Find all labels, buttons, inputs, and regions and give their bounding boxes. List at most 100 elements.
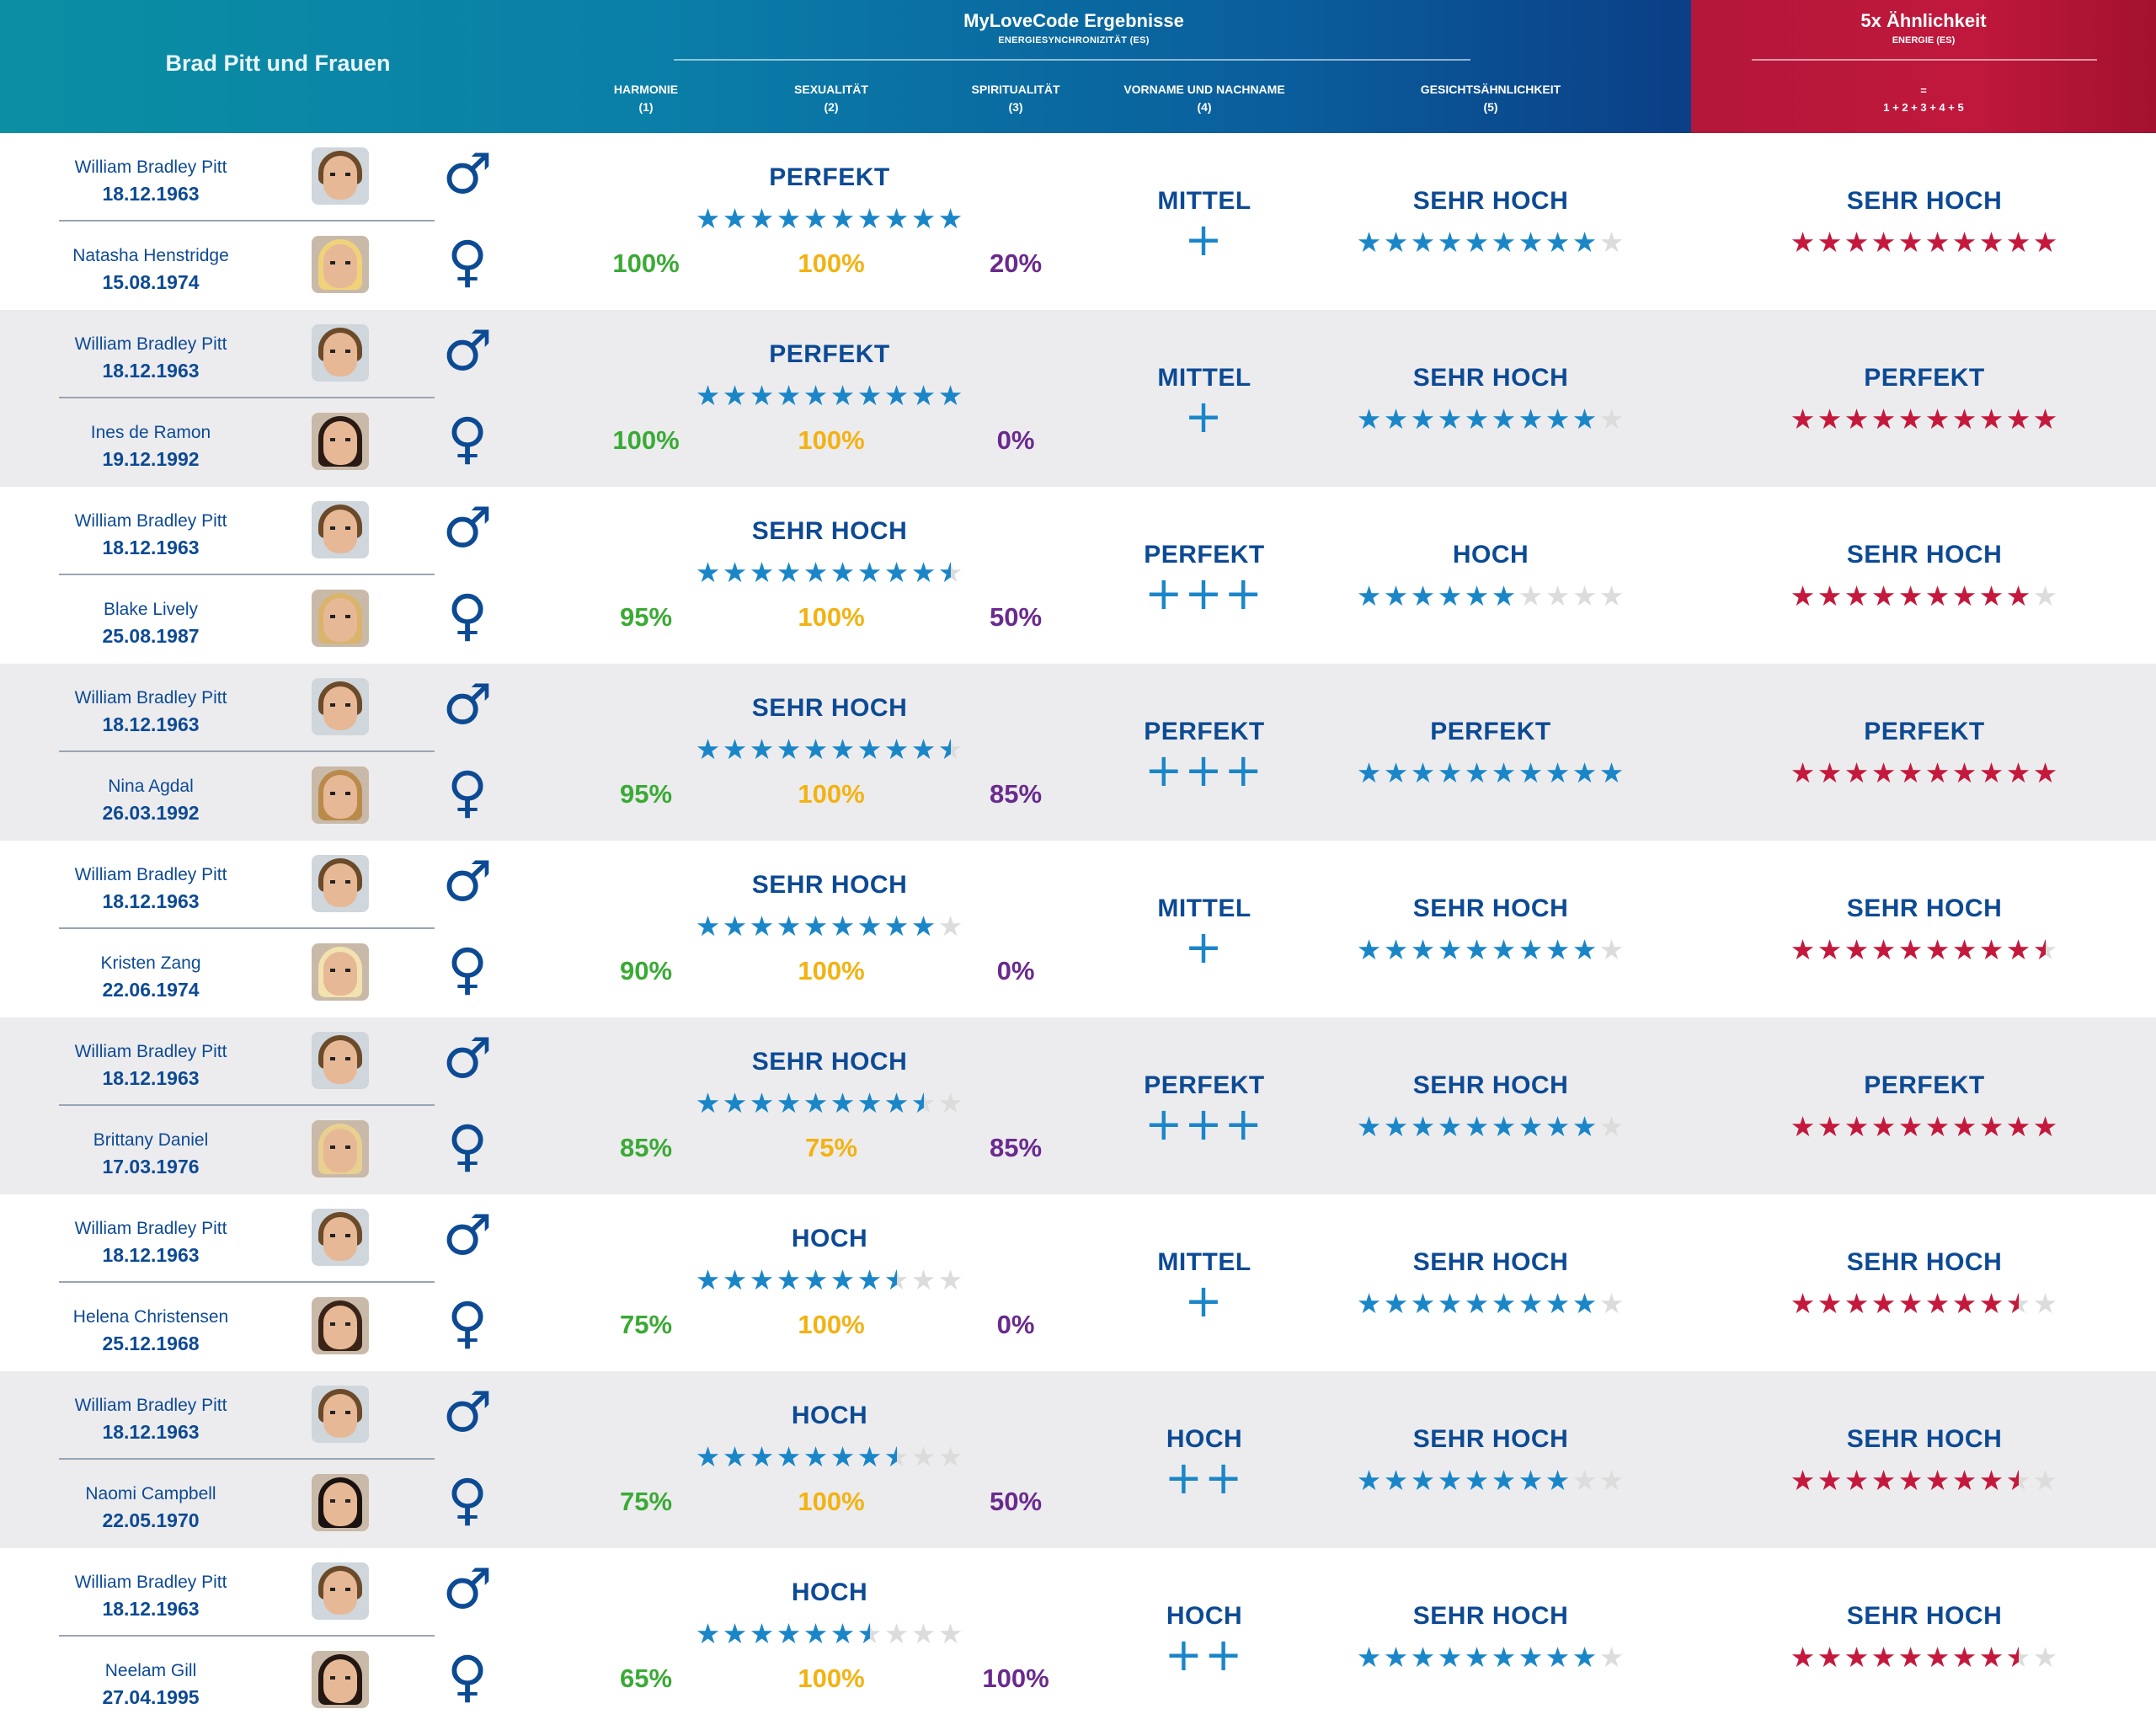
star-icon: ★ [1598, 1110, 1625, 1143]
star-icon: ★ [1545, 226, 1572, 259]
pair-divider [59, 1458, 435, 1460]
es-rating-stars: ★★★★★★★★★★ [691, 1440, 969, 1474]
star-icon: ★ [1464, 1110, 1491, 1143]
woman-info: Naomi Campbell 22.05.1970 [25, 1482, 276, 1534]
star-icon: ★ [1437, 1110, 1464, 1143]
star-icon: ★ [803, 379, 830, 412]
star-icon: ★ [910, 379, 937, 412]
star-icon: ★ [1572, 403, 1598, 435]
star-icon: ★ [695, 733, 722, 766]
name-rating-plus: ++ [1164, 1628, 1245, 1681]
star-icon: ★ [830, 1617, 857, 1650]
star-icon: ★ [1598, 1287, 1625, 1320]
pair-divider [59, 1104, 435, 1106]
star-icon: ★ [1518, 933, 1545, 966]
star-icon: ★ [1978, 933, 2005, 966]
star-icon: ★ [1598, 226, 1625, 259]
star-icon: ★ [937, 1263, 964, 1296]
total-rating-label: SEHR HOCH [1846, 1248, 2003, 1276]
star-icon: ★ [1598, 1464, 1625, 1497]
star-icon: ★ [1518, 1110, 1545, 1143]
star-icon: ★ [857, 1440, 883, 1473]
star-icon: ★ [1356, 579, 1383, 612]
man-name: William Bradley Pitt [74, 1573, 227, 1592]
star-icon: ★ [1844, 1464, 1870, 1497]
star-icon: ★ [776, 910, 803, 943]
star-icon: ★ [1844, 226, 1870, 259]
woman-birthdate: 15.08.1974 [102, 271, 200, 293]
star-icon: ★ [1817, 1287, 1844, 1320]
pair-divider [59, 927, 435, 929]
total-rating-label: SEHR HOCH [1846, 1425, 2003, 1453]
star-icon: ★ [1410, 1464, 1437, 1497]
female-symbol-icon: ♀ [446, 760, 488, 825]
female-symbol-icon: ♀ [446, 229, 488, 294]
name-rating-plus: ++ [1164, 1451, 1245, 1504]
star-icon: ★ [1897, 1287, 1924, 1320]
star-icon: ★ [1951, 756, 1978, 789]
pair-divider [59, 397, 435, 398]
star-icon: ★ [2032, 1287, 2059, 1320]
star-icon: ★ [1844, 933, 1870, 966]
star-icon: ★ [2032, 403, 2059, 435]
star-icon: ★ [776, 379, 803, 412]
face-rating-stars: ★★★★★★★★★★ [1348, 1464, 1634, 1498]
star-icon: ★ [1383, 756, 1410, 789]
star-icon: ★ [695, 1087, 722, 1119]
total-rating-stars: ★★★★★★★★★★ [1777, 1110, 2072, 1144]
table-row: William Bradley Pitt 18.12.1963 Neelam G… [0, 1548, 2156, 1725]
star-icon: ★ [1924, 933, 1951, 966]
name-rating-label: MITTEL [1157, 1248, 1251, 1276]
es-rating-stars: ★★★★★★★★★★ [691, 1617, 969, 1651]
es-rating-stars: ★★★★★★★★★★ [691, 733, 969, 766]
column-number: (4) [1197, 100, 1212, 114]
total-rating-label: SEHR HOCH [1846, 1602, 2003, 1630]
star-icon: ★ [2005, 1287, 2032, 1320]
results-header: Brad Pitt und Frauen MyLoveCode Ergebnis… [0, 0, 2156, 133]
star-icon: ★ [1924, 1287, 1951, 1320]
star-icon: ★ [749, 733, 776, 766]
star-icon: ★ [695, 556, 722, 589]
name-rating-label: MITTEL [1157, 187, 1251, 215]
male-symbol-icon: ♂ [442, 1557, 493, 1621]
table-row: William Bradley Pitt 18.12.1963 Brittany… [0, 1017, 2156, 1194]
star-icon: ★ [1518, 1287, 1545, 1320]
man-avatar [312, 324, 369, 382]
star-icon: ★ [1383, 403, 1410, 435]
star-icon: ★ [1951, 579, 1978, 612]
star-icon: ★ [1410, 226, 1437, 259]
total-rating-label: SEHR HOCH [1846, 541, 2003, 569]
star-icon: ★ [1356, 1287, 1383, 1320]
woman-birthdate: 17.03.1976 [102, 1156, 200, 1178]
star-icon: ★ [1790, 1110, 1817, 1143]
star-icon: ★ [1598, 756, 1625, 789]
star-icon: ★ [830, 1263, 857, 1296]
star-icon: ★ [722, 910, 749, 943]
woman-name: Ines de Ramon [90, 423, 211, 442]
table-row: William Bradley Pitt 18.12.1963 Blake Li… [0, 487, 2156, 664]
star-icon: ★ [857, 733, 883, 766]
star-icon: ★ [1464, 1287, 1491, 1320]
star-icon: ★ [857, 1087, 883, 1119]
star-icon: ★ [1817, 1110, 1844, 1143]
star-icon: ★ [1437, 1287, 1464, 1320]
star-icon: ★ [1491, 579, 1518, 612]
spirituality-percent: 50% [989, 602, 1043, 632]
star-icon: ★ [722, 379, 749, 412]
star-icon: ★ [1897, 1641, 1924, 1674]
star-icon: ★ [1924, 756, 1951, 789]
man-name: William Bradley Pitt [74, 334, 227, 354]
star-icon: ★ [1491, 403, 1518, 435]
star-icon: ★ [695, 1617, 722, 1650]
es-rating-stars: ★★★★★★★★★★ [691, 910, 969, 943]
es-rating-label: PERFEKT [769, 163, 890, 191]
star-icon: ★ [803, 1617, 830, 1650]
star-icon: ★ [1356, 1641, 1383, 1674]
star-icon: ★ [937, 556, 964, 589]
male-symbol-icon: ♂ [442, 495, 493, 560]
man-name: William Bradley Pitt [74, 1042, 227, 1061]
man-birthdate: 18.12.1963 [102, 713, 200, 735]
star-icon: ★ [1817, 579, 1844, 612]
star-icon: ★ [1572, 1464, 1598, 1497]
female-symbol-icon: ♀ [446, 583, 488, 648]
